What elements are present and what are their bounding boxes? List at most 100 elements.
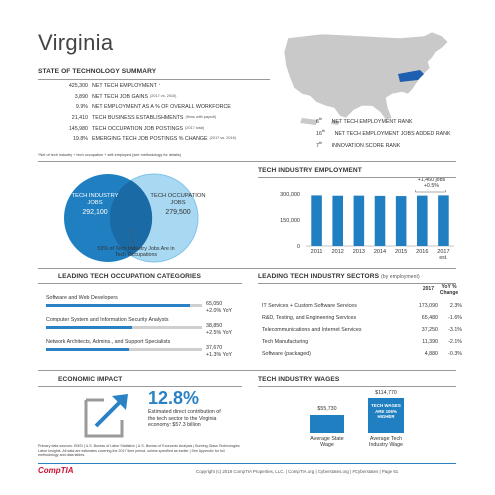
x-tick-sublabel: est.: [439, 255, 447, 260]
rank-row: 16th NET TECH EMPLOYMENT JOBS ADDED RANK: [316, 129, 451, 137]
sector-value: 65,480: [421, 315, 438, 321]
employment-bar: [438, 195, 449, 246]
footer-rule: [38, 463, 456, 464]
occupation-value: 65,050: [206, 301, 223, 307]
venn-pointer-line: [131, 228, 133, 250]
occupation-bar-track: [46, 304, 202, 307]
x-tick-label: 2014: [374, 249, 386, 255]
table-row: Software (packaged) 4,880 -0.3%: [262, 348, 462, 360]
x-tick-label: 2011: [311, 249, 323, 255]
wages-heading: TECH INDUSTRY WAGES: [258, 376, 340, 383]
employment-bar: [374, 195, 386, 246]
summary-note: (2017 vs. 2016): [150, 94, 177, 98]
rank-label: NET TECH EMPLOYMENT RANK: [331, 118, 413, 125]
summary-note: (2017 total): [185, 126, 205, 130]
summary-row: 19.8% EMERGING TECH JOB POSTINGS % CHANG…: [40, 136, 236, 146]
summary-note: (2017 vs. 2016): [209, 136, 236, 140]
chart-title: TECH INDUSTRY EMPLOYMENT: [258, 167, 362, 174]
economic-text: Estimated direct contribution of the tec…: [148, 409, 221, 429]
annotation-bracket: [415, 190, 446, 193]
occupation-bar-track: [46, 326, 202, 329]
divider: [38, 268, 456, 269]
economic-rule: [38, 386, 242, 387]
page-title: Virginia: [38, 30, 114, 55]
sectors-rule: [258, 283, 456, 284]
summary-heading: STATE OF TECHNOLOGY SUMMARY: [38, 68, 157, 75]
occupation-value: 37,670: [206, 345, 223, 351]
tech-wage-bar: TECH WAGES ARE 106% HIGHER: [368, 398, 404, 433]
venn-left-value: 292,100: [82, 209, 108, 216]
summary-value: 3,890: [74, 94, 88, 100]
sector-value: 173,090: [418, 303, 438, 309]
occupation-yoy: +2.5% YoY: [206, 330, 233, 336]
sector-value: 4,880: [424, 351, 438, 357]
growth-arrow-icon: [84, 394, 128, 438]
summary-label: NET EMPLOYMENT AS A % OF OVERALL WORKFOR…: [92, 104, 231, 110]
y-tick-label: 300,000: [280, 192, 300, 198]
sectors-table: IT Services + Custom Software Services 17…: [262, 300, 462, 360]
rank-number: 16: [316, 130, 322, 137]
occupations-heading: LEADING TECH OCCUPATION CATEGORIES: [58, 273, 201, 280]
rank-suffix: th: [318, 141, 323, 145]
rank-row: 7th INNOVATION SCORE RANK: [316, 141, 400, 149]
summary-rule: [38, 79, 270, 80]
employment-bar: [353, 195, 365, 246]
table-row: IT Services + Custom Software Services 17…: [262, 300, 462, 312]
sectors-col-yoy: YoY % Change: [439, 284, 459, 296]
employment-chart: 0 150,000 300,000 2011 2012 2013 2014 2015 2016 2…: [280, 178, 454, 260]
summary-footnote: *Net of tech industry + tech occupation …: [38, 153, 182, 157]
occupation-bar: [46, 326, 132, 329]
sectors-heading-text: LEADING TECH INDUSTRY SECTORS: [258, 273, 380, 280]
chart-annotation-pct: +0.5%: [424, 183, 439, 189]
y-tick-label: 150,000: [280, 218, 300, 224]
state-wage-label: Average State Wage: [310, 436, 344, 449]
x-tick-label: 2017: [437, 249, 449, 255]
venn-overlap: [109, 180, 153, 256]
divider: [38, 161, 456, 162]
sector-change: -0.3%: [448, 351, 462, 357]
occupation-label: Computer System and Information Security…: [46, 317, 169, 323]
chart-annotation: +1,460 jobs: [418, 178, 446, 183]
employment-bar: [395, 196, 407, 246]
occupations-rule: [38, 283, 242, 284]
occupation-bar: [46, 304, 190, 307]
sectors-subheading: (by employment): [381, 274, 420, 280]
summary-label: TECH OCCUPATION JOB POSTINGS: [92, 126, 184, 132]
sector-name: Software (packaged): [262, 351, 311, 357]
sector-change: -2.1%: [448, 339, 462, 345]
rank-suffix: th: [318, 117, 323, 121]
venn-right-value: 279,500: [165, 209, 191, 216]
sector-change: -1.6%: [448, 315, 462, 321]
occupation-yoy: +2.0% YoY: [206, 308, 233, 314]
y-tick-label: 0: [297, 244, 300, 250]
summary-row: 9.9% NET EMPLOYMENT AS A % OF OVERALL WO…: [40, 104, 233, 114]
x-tick-label: 2016: [416, 249, 428, 255]
summary-value: 21,410: [71, 115, 88, 121]
summary-row: 21,410 TECH BUSINESS ESTABLISHMENTS (fir…: [40, 115, 216, 125]
summary-label: NET TECH EMPLOYMENT: [92, 83, 157, 89]
summary-value: 9.9%: [75, 104, 88, 110]
sector-value: 11,390: [422, 339, 438, 345]
summary-note: *: [158, 83, 161, 87]
data-sources: Primary data sources: EMSI | U.S. Bureau…: [38, 444, 240, 458]
x-tick-label: 2012: [332, 249, 344, 255]
summary-value: 19.8%: [72, 136, 88, 142]
summary-label: NET TECH JOB GAINS: [92, 94, 149, 100]
economic-percent: 12.8%: [148, 388, 200, 408]
sectors-col-year: 2017: [422, 286, 434, 292]
economic-heading: ECONOMIC IMPACT: [58, 376, 123, 383]
sector-value: 37,250: [421, 327, 438, 333]
divider: [38, 370, 456, 371]
sector-name: R&D, Testing, and Engineering Services: [262, 315, 357, 321]
footer-text: Copyright (c) 2018 CompTIA Properties, L…: [196, 469, 399, 474]
summary-note: (firms with payroll): [185, 115, 217, 119]
rank-label: NET TECH EMPLOYMENT JOBS ADDED RANK: [334, 130, 451, 137]
venn-left-label: TECH INDUSTRY JOBS 292,100: [68, 193, 122, 216]
tech-wage-label: Average Tech Industry Wage: [369, 436, 403, 449]
summary-label: EMERGING TECH JOB POSTINGS % CHANGE: [92, 136, 208, 142]
occupation-value: 38,850: [206, 323, 223, 329]
occupation-label: Software and Web Developers: [46, 295, 118, 301]
employment-bar: [311, 195, 322, 246]
sector-change: -3.1%: [448, 327, 462, 333]
table-row: R&D, Testing, and Engineering Services 65…: [262, 312, 462, 324]
